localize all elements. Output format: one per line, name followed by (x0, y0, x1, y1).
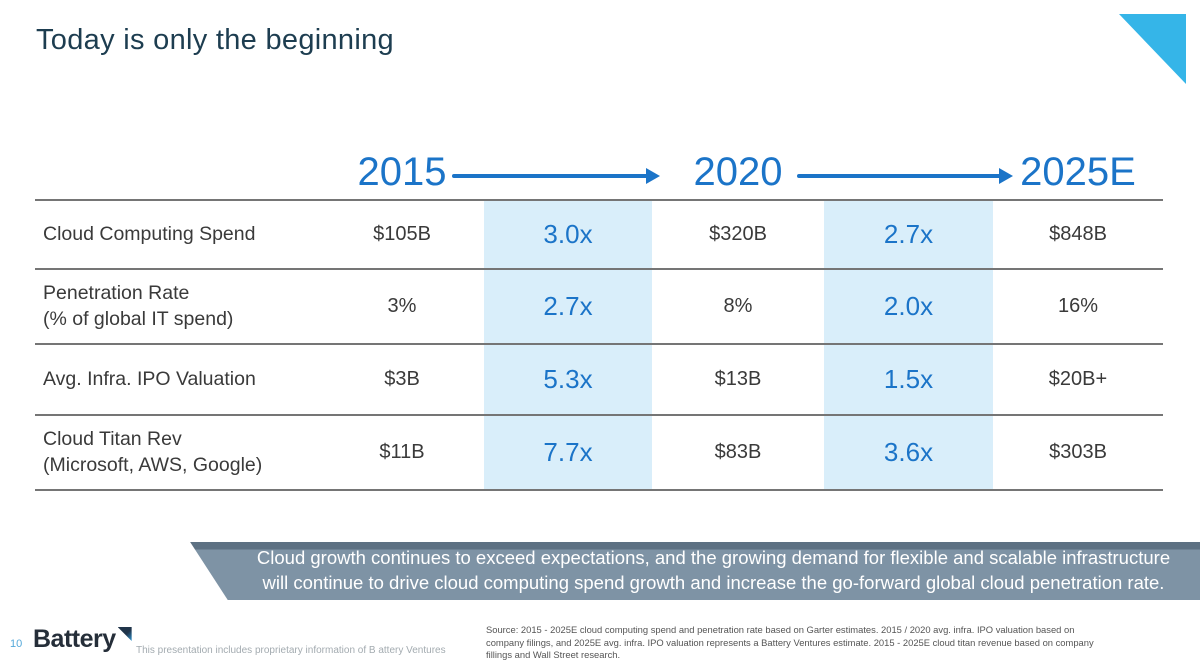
row-label-cell: Cloud Titan Rev (Microsoft, AWS, Google) (35, 416, 320, 489)
multiple-2015-2020: 3.0x (543, 219, 593, 249)
value-2015: 3% (387, 295, 417, 317)
takeaway-banner: Cloud growth continues to exceed expecta… (190, 542, 1200, 600)
value-2025e: 16% (1057, 295, 1099, 317)
value-2020: $83B (714, 441, 762, 463)
metric-label: Penetration Rate (43, 282, 190, 305)
value-2025e: $848B (1049, 223, 1107, 245)
source-line-2: company filings, and 2025E avg. infra. I… (486, 636, 1094, 648)
metric-sublabel: (Microsoft, AWS, Google) (43, 453, 263, 476)
source-line-1: Source: 2015 - 2025E cloud computing spe… (486, 624, 1075, 635)
row-label-cell: Penetration Rate (% of global IT spend) (35, 270, 320, 343)
battery-logo: Battery (33, 625, 132, 654)
proprietary-note: This presentation includes proprietary i… (136, 645, 446, 656)
arrow-right-icon (452, 168, 660, 184)
takeaway-banner-text: Cloud growth continues to exceed expecta… (233, 542, 1194, 600)
battery-logo-triangle-icon (117, 627, 132, 641)
battery-corner-triangle-icon (1119, 14, 1186, 84)
metric-label: Cloud Titan Rev (43, 428, 182, 451)
multiple-2015-2020: 7.7x (543, 437, 593, 467)
value-2015: $3B (384, 368, 420, 390)
metrics-table: Cloud Computing Spend $105B 3.0x $320B 2… (35, 199, 1163, 491)
multiple-2020-2025: 3.6x (883, 437, 934, 467)
value-2020: 8% (723, 295, 753, 317)
value-2025e: $303B (1049, 441, 1107, 463)
highlight-band-2020-2025 (824, 201, 993, 491)
multiple-2015-2020: 5.3x (543, 364, 593, 394)
multiple-2020-2025: 2.7x (883, 219, 934, 249)
year-header-2015: 2015 (357, 150, 447, 194)
metric-sublabel: (% of global IT spend) (43, 307, 234, 330)
row-label-cell: Avg. Infra. IPO Valuation (35, 345, 320, 414)
banner-line-2: will continue to drive cloud computing s… (262, 572, 1165, 593)
table-row-cloud-computing-spend: Cloud Computing Spend $105B 3.0x $320B 2… (35, 201, 1163, 270)
battery-logo-wordmark: Battery (33, 625, 116, 653)
table-row-penetration-rate: Penetration Rate (% of global IT spend) … (35, 270, 1163, 345)
value-2015: $11B (379, 441, 425, 463)
value-2020: $320B (709, 223, 767, 245)
banner-line-1: Cloud growth continues to exceed expecta… (256, 547, 1171, 569)
metric-label: Avg. Infra. IPO Valuation (43, 367, 256, 390)
metric-label: Cloud Computing Spend (43, 222, 256, 245)
year-header-2020: 2020 (693, 150, 783, 194)
table-row-cloud-titan-rev: Cloud Titan Rev (Microsoft, AWS, Google)… (35, 416, 1163, 491)
multiple-2015-2020: 2.7x (543, 291, 593, 321)
table-row-avg-infra-ipo-valuation: Avg. Infra. IPO Valuation $3B 5.3x $13B … (35, 345, 1163, 416)
value-2020: $13B (714, 368, 762, 390)
multiple-2020-2025: 2.0x (883, 291, 934, 321)
slide-title: Today is only the beginning (36, 24, 394, 56)
multiple-2020-2025: 1.5x (883, 364, 934, 394)
year-header-2025e: 2025E (1020, 150, 1136, 194)
source-note: Source: 2015 - 2025E cloud computing spe… (486, 624, 1094, 662)
highlight-band-2015-2020 (484, 201, 652, 491)
source-line-3: fillings and Wall Street research. (486, 649, 621, 661)
row-label-cell: Cloud Computing Spend (35, 201, 320, 268)
arrow-right-icon (797, 168, 1013, 184)
value-2025e: $20B+ (1048, 368, 1108, 390)
page-number: 10 (10, 638, 23, 650)
value-2015: $105B (373, 223, 431, 245)
